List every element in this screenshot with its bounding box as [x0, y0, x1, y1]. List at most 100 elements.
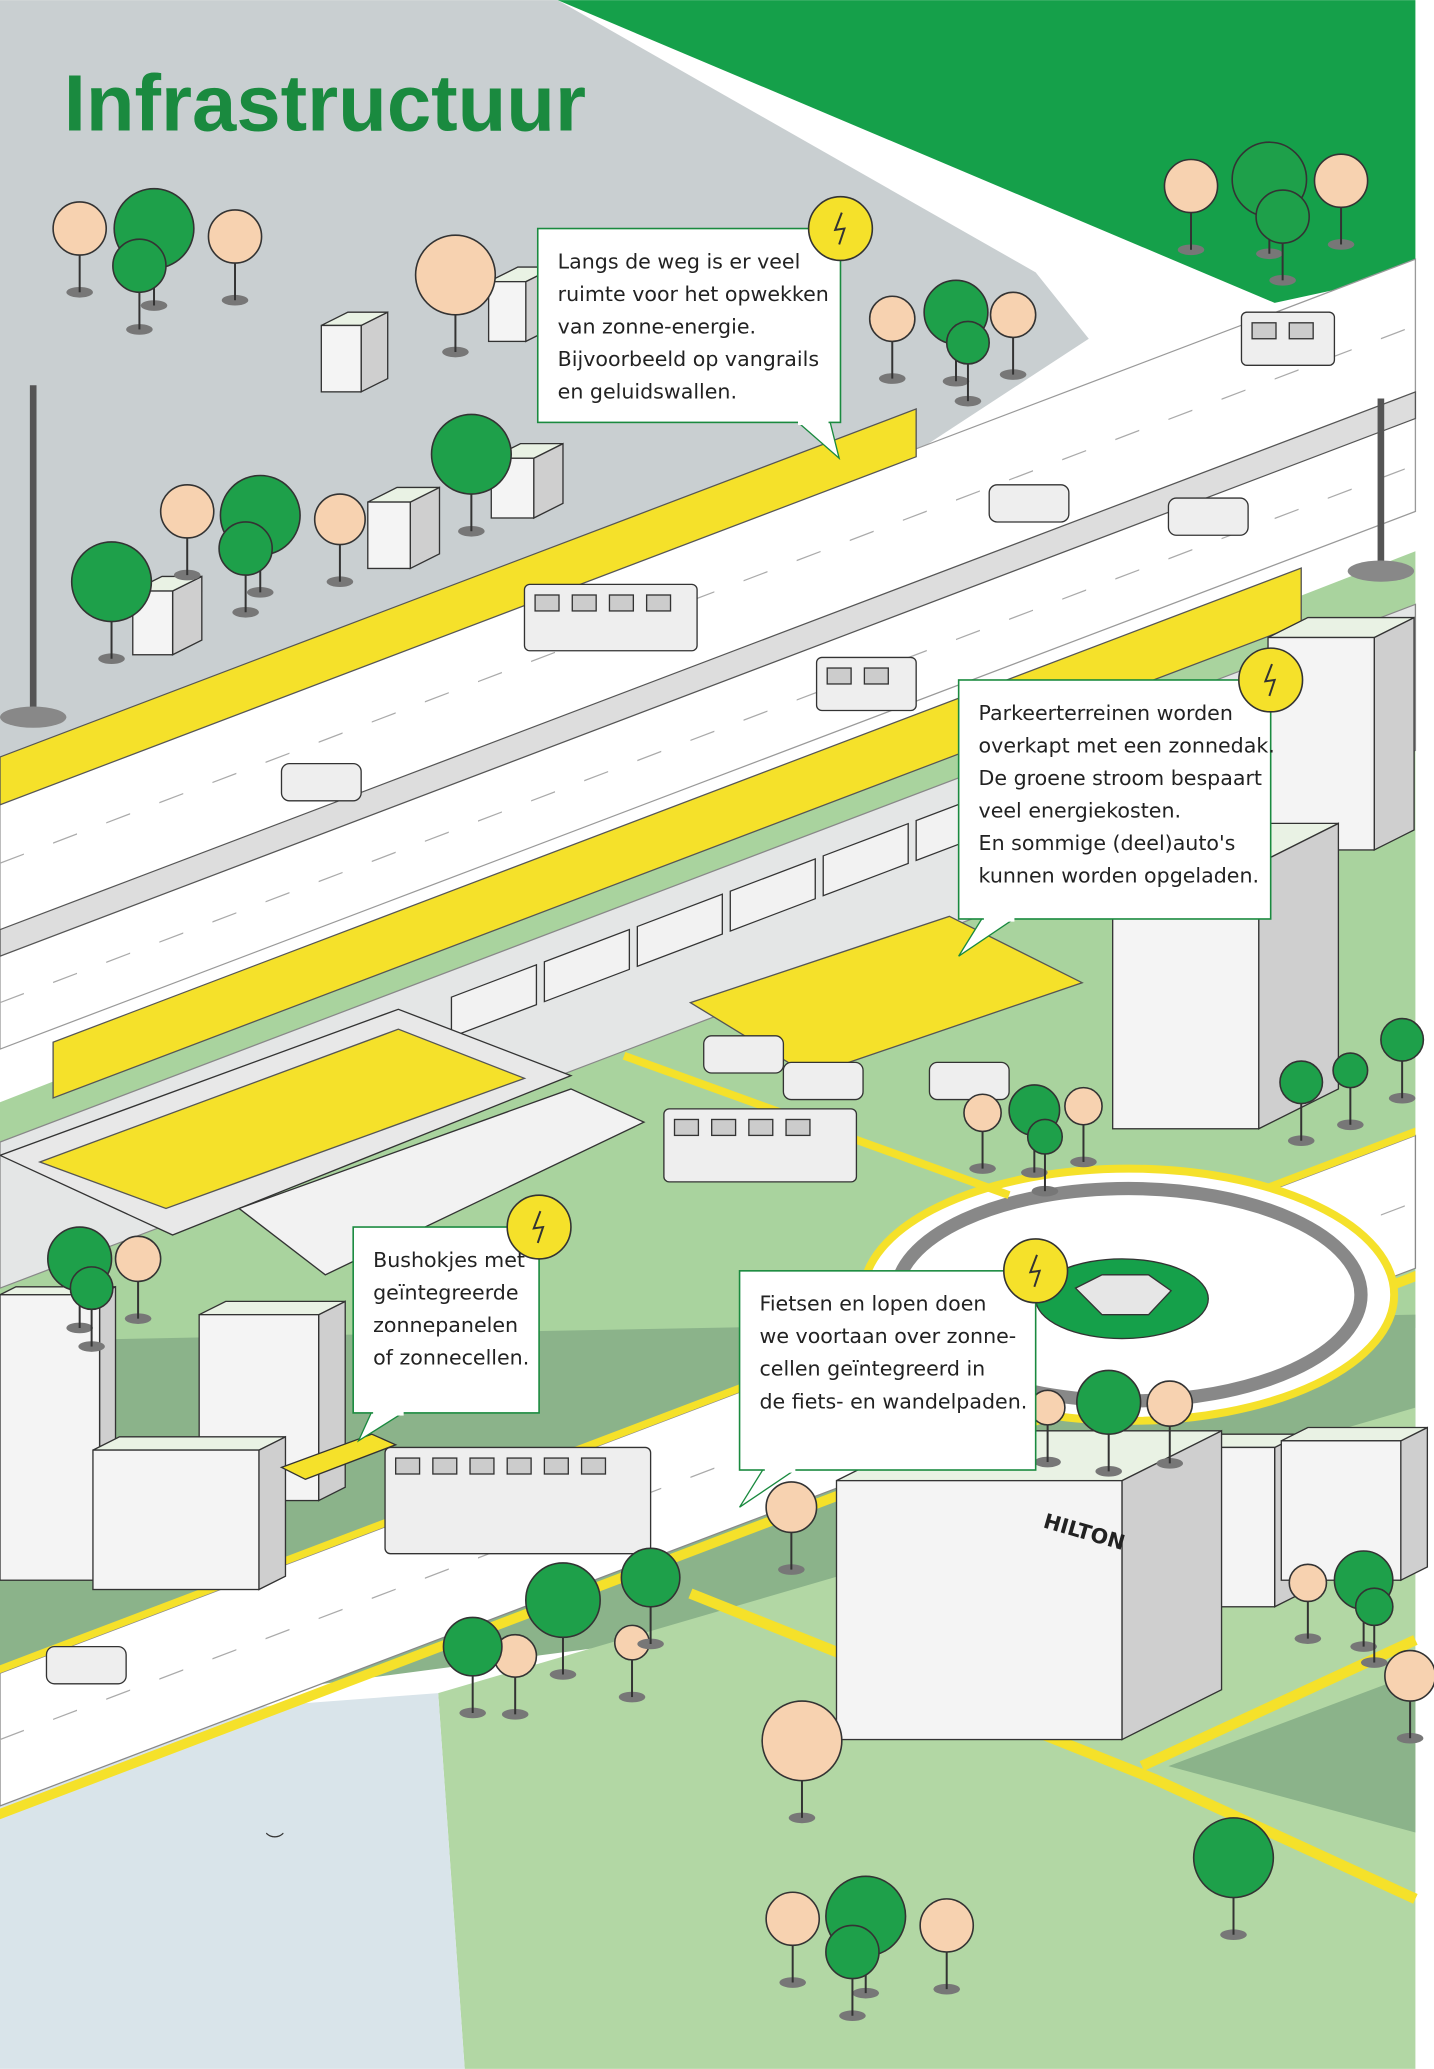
tree [870, 296, 915, 341]
callout-text: de fiets- en wandelpaden. [759, 1389, 1027, 1413]
tree [1194, 1818, 1274, 1898]
callout-mask [765, 1467, 796, 1472]
callout-text: Bijvoorbeeld op vangrails [558, 347, 819, 371]
tree [416, 235, 496, 315]
tree [1280, 1061, 1322, 1103]
callout-text: Parkeerterreinen worden [979, 701, 1233, 725]
building [0, 1295, 100, 1580]
tree [443, 1617, 501, 1675]
car [704, 1036, 784, 1073]
house [368, 502, 410, 568]
tree [526, 1563, 600, 1637]
house [321, 325, 361, 391]
building [93, 1450, 259, 1589]
vehicle-window [507, 1458, 531, 1474]
vehicle-window [544, 1458, 568, 1474]
vehicle-window [396, 1458, 420, 1474]
tree [116, 1236, 161, 1281]
tree [964, 1094, 1001, 1131]
tree [1147, 1381, 1192, 1426]
callout-text: Langs de weg is er veel [558, 249, 801, 273]
tree [766, 1482, 816, 1532]
tree [70, 1267, 112, 1309]
vehicle-window [675, 1119, 699, 1135]
vehicle-window [786, 1119, 810, 1135]
tree [762, 1701, 842, 1781]
tree [1256, 190, 1309, 243]
tree [53, 202, 106, 255]
callout-text: geïntegreerde [373, 1280, 518, 1304]
vehicle-window [712, 1119, 736, 1135]
tree [208, 210, 261, 263]
tree [161, 485, 214, 538]
car [783, 1062, 863, 1099]
tree [219, 522, 272, 575]
vehicle-window [1289, 323, 1313, 339]
page-title: Infrastructuur [64, 58, 586, 147]
callout-text: overkapt met een zonnedak. [979, 733, 1275, 757]
tree [920, 1899, 973, 1952]
vehicle-window [864, 668, 888, 684]
tree [621, 1548, 679, 1606]
tree [1077, 1370, 1141, 1434]
car [281, 764, 361, 801]
tree [1356, 1588, 1393, 1625]
tree [1289, 1564, 1326, 1601]
tree [1315, 154, 1368, 207]
building-top [93, 1437, 286, 1450]
tree [1164, 159, 1217, 212]
tree [1333, 1053, 1368, 1088]
callout-text: zonnepanelen [373, 1313, 518, 1337]
callout-mask [798, 420, 829, 425]
callout-text: veel energiekosten. [979, 798, 1181, 822]
tree [72, 542, 152, 622]
vehicle-window [749, 1119, 773, 1135]
tree [947, 321, 989, 363]
building-side [259, 1437, 286, 1590]
callout-mask [373, 1410, 404, 1415]
vehicle-window [827, 668, 851, 684]
callout-text: ruimte voor het opwekken [558, 282, 829, 306]
car [1168, 498, 1248, 535]
tree [315, 494, 365, 544]
tree [1385, 1651, 1434, 1701]
vehicle-window [1252, 323, 1276, 339]
tree [991, 292, 1036, 337]
car [46, 1647, 126, 1684]
lamp-shadow [1348, 560, 1414, 581]
vehicle-window [609, 595, 633, 611]
lamp-shadow [0, 707, 66, 728]
callout-text: cellen geïntegreerd in [759, 1357, 985, 1381]
tree [113, 239, 166, 292]
tree [1381, 1019, 1423, 1061]
vehicle-window [433, 1458, 457, 1474]
building-side [1401, 1428, 1428, 1581]
tree [432, 414, 512, 494]
callout-text: En sommige (deel)auto's [979, 831, 1236, 855]
page: Infrastructuur {"title": "Infrastructuur… [0, 0, 1434, 2069]
tree [766, 1892, 819, 1945]
wave: ︶ [266, 1832, 285, 1853]
callout-mask [984, 916, 1015, 921]
car [989, 485, 1069, 522]
callout-text: De groene stroom bespaart [979, 766, 1262, 790]
callout-text: of zonnecellen. [373, 1345, 529, 1369]
building-top [199, 1301, 345, 1314]
tree [1028, 1119, 1063, 1154]
vehicle-window [535, 595, 559, 611]
vehicle-window [582, 1458, 606, 1474]
building-top [1281, 1428, 1427, 1441]
callout-text: kunnen worden opgeladen. [979, 863, 1260, 887]
callout-text: en geluidswallen. [558, 379, 737, 403]
car [929, 1062, 1009, 1099]
building-side [1374, 618, 1414, 850]
vehicle-window [470, 1458, 494, 1474]
illustration: HILTON Langs de weg is er veelruimte voo… [0, 0, 1434, 2069]
tree [1065, 1088, 1102, 1125]
callout-text: we voortaan over zonne- [759, 1324, 1016, 1348]
house [489, 282, 526, 342]
vehicle-window [572, 595, 596, 611]
callout-text: van zonne-energie. [558, 314, 756, 338]
callout-text: Bushokjes met [373, 1248, 525, 1272]
body: HILTON Langs de weg is er veelruimte voo… [0, 0, 1434, 2069]
